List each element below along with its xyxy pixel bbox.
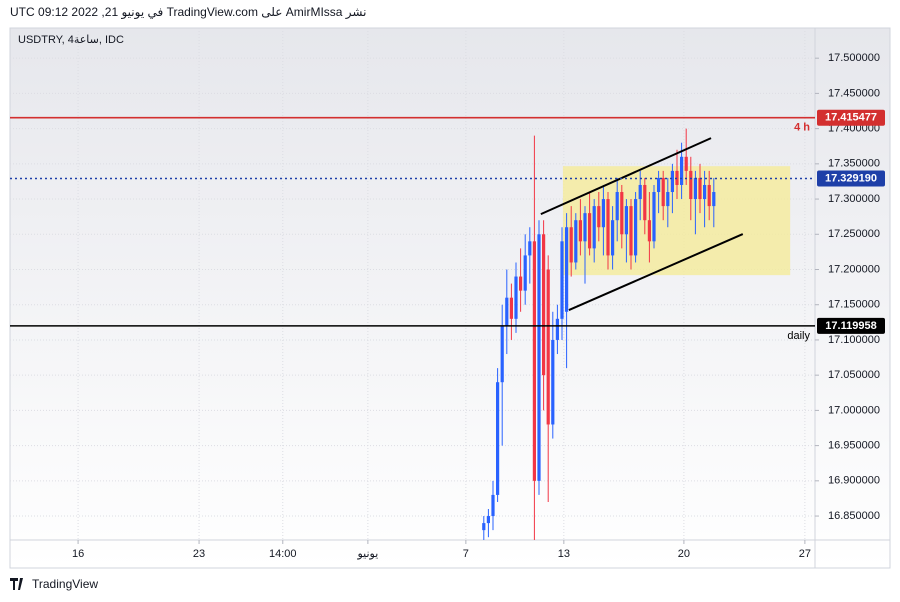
price-line-note: daily: [787, 330, 810, 342]
candle-body: [629, 206, 633, 256]
x-tick-label: 20: [678, 548, 690, 560]
candle-body: [574, 220, 578, 263]
price-label-box: [817, 109, 885, 126]
candle-body: [569, 227, 573, 263]
candle-body: [703, 184, 707, 200]
candle-body: [588, 213, 592, 249]
y-tick-label: 17.500000: [828, 52, 880, 64]
y-tick-label: 17.250000: [828, 228, 880, 240]
candle-body: [684, 156, 688, 171]
candle-body: [647, 220, 651, 242]
candle-body: [666, 192, 670, 207]
price-line-note: 4 h: [794, 122, 810, 134]
price-label: 17.119958: [825, 320, 876, 332]
x-tick-label: 23: [193, 548, 205, 560]
candle-body: [693, 177, 697, 200]
candle-body: [652, 192, 656, 242]
logo-text: TradingView: [32, 577, 98, 591]
candle-body: [514, 276, 518, 319]
y-tick-label: 17.300000: [828, 193, 880, 205]
chart-background: [10, 28, 890, 568]
candle-body: [661, 177, 665, 207]
candle-body: [583, 213, 587, 242]
price-label: 17.415477: [825, 112, 877, 124]
candle-body: [523, 255, 527, 291]
candle-body: [624, 206, 628, 235]
x-tick-label: 27: [799, 548, 811, 560]
candle-body: [670, 170, 674, 193]
candle-body: [680, 156, 684, 185]
x-tick-label: 7: [463, 548, 469, 560]
y-tick-label: 16.850000: [828, 510, 880, 522]
candle-body: [578, 220, 582, 242]
publish-info: نشر AmirMIssa على TradingView.com في يون…: [10, 5, 367, 19]
candle-body: [505, 297, 509, 326]
candle-body: [537, 234, 541, 481]
candle-body: [606, 199, 610, 256]
candle-body: [555, 318, 559, 340]
price-label-box: [817, 170, 885, 187]
y-tick-label: 17.350000: [828, 158, 880, 170]
candle-body: [601, 199, 605, 228]
candle-body: [638, 184, 642, 200]
x-tick-label: 16: [72, 548, 84, 560]
candle-body: [560, 241, 564, 319]
y-tick-label: 17.150000: [828, 299, 880, 311]
candle-body: [496, 382, 500, 495]
candle-body: [698, 177, 702, 200]
candle-body: [592, 206, 596, 249]
candle-body: [615, 192, 619, 221]
plot: 16.850000 16.900000 16.950000 17.000000 17.0…: [10, 28, 885, 560]
candle-body: [551, 339, 555, 425]
price-label-box: [817, 317, 885, 334]
candle-body: [712, 192, 716, 207]
x-tick-label: يونيو: [356, 548, 378, 560]
candle-body: [597, 206, 601, 228]
candle-body: [509, 297, 513, 319]
candle-body: [519, 276, 523, 291]
x-tick-label: 14:00: [269, 548, 297, 560]
y-tick-label: 17.450000: [828, 87, 880, 99]
y-tick-label: 16.950000: [828, 440, 880, 452]
trend-line: [568, 233, 744, 311]
y-tick-label: 16.900000: [828, 475, 880, 487]
candle-body: [657, 177, 661, 193]
candle-body: [491, 494, 495, 517]
candle-body: [634, 199, 638, 256]
candle-body: [486, 516, 490, 524]
trend-line: [540, 137, 712, 216]
x-tick-label: 13: [558, 548, 570, 560]
symbol-title: USDTRY, 4ساعة, IDC: [18, 34, 124, 46]
candle-body: [482, 523, 486, 531]
candle-body: [528, 241, 532, 256]
y-tick-label: 17.050000: [828, 369, 880, 381]
y-tick-label: 17.100000: [828, 334, 880, 346]
candle-body: [500, 325, 504, 383]
candle-body: [542, 234, 546, 376]
chart-frame: [9, 27, 891, 569]
candle-body: [611, 220, 615, 256]
y-tick-label: 17.000000: [828, 404, 880, 416]
tv-logo: TradingView: [10, 577, 98, 591]
candle-body: [643, 184, 647, 221]
candle-body: [532, 241, 536, 481]
y-tick-label: 17.200000: [828, 263, 880, 275]
candle-body: [546, 269, 550, 425]
candle-body: [689, 170, 693, 200]
candle-body: [707, 184, 711, 207]
candle-body: [565, 227, 569, 312]
price-label: 17.329190: [825, 172, 877, 184]
candle-body: [620, 192, 624, 235]
